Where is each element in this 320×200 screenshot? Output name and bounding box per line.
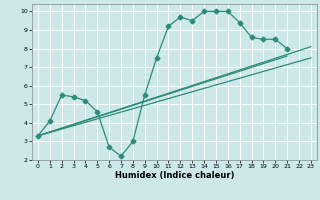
X-axis label: Humidex (Indice chaleur): Humidex (Indice chaleur) [115, 171, 234, 180]
